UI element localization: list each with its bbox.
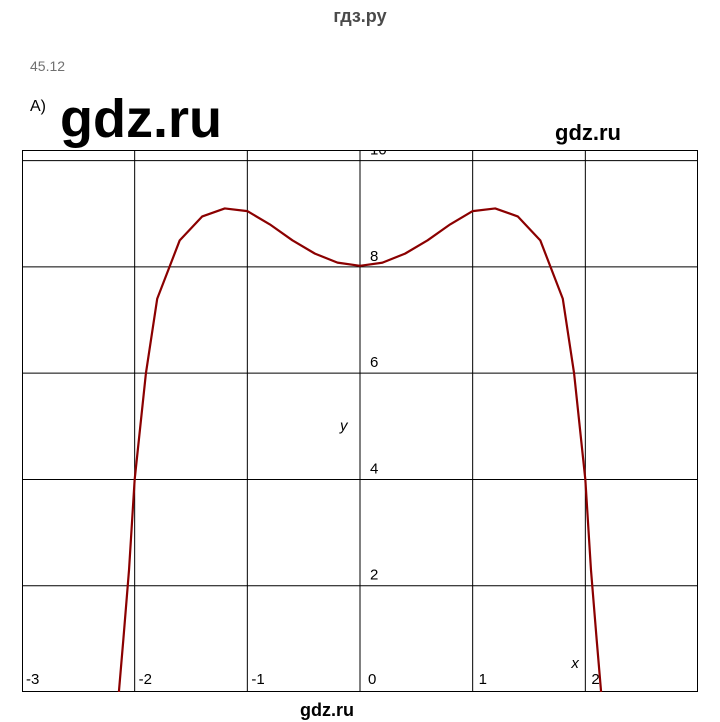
- svg-text:6: 6: [370, 354, 378, 371]
- page-title: гдз.ру: [0, 0, 720, 27]
- svg-text:-3: -3: [26, 671, 39, 688]
- svg-text:2: 2: [370, 567, 378, 584]
- svg-text:1: 1: [479, 671, 487, 688]
- svg-text:-2: -2: [139, 671, 152, 688]
- chart-svg: -3-2-10123246810xy: [22, 150, 698, 692]
- svg-text:x: x: [570, 655, 579, 672]
- problem-number: 45.12: [30, 58, 65, 74]
- svg-text:10: 10: [370, 150, 387, 159]
- svg-text:2: 2: [591, 671, 599, 688]
- svg-text:0: 0: [368, 671, 376, 688]
- watermark-1: gdz.ru: [60, 88, 222, 150]
- part-label: А): [30, 98, 46, 116]
- chart: -3-2-10123246810xy: [22, 150, 698, 692]
- watermark-2: gdz.ru: [555, 120, 621, 146]
- svg-text:4: 4: [370, 460, 378, 477]
- watermark-4: gdz.ru: [300, 700, 354, 721]
- svg-text:-1: -1: [251, 671, 264, 688]
